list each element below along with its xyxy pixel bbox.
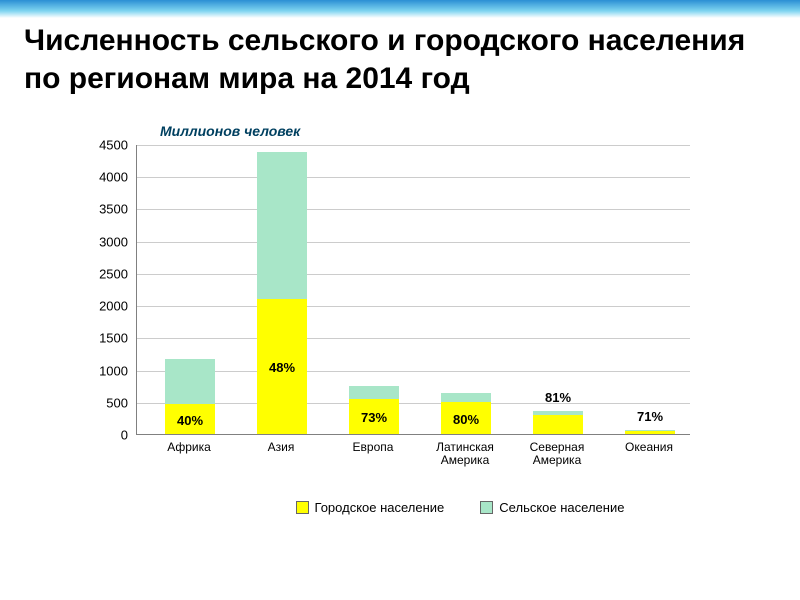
y-tick-label: 3000	[86, 234, 128, 249]
grid-line	[137, 403, 690, 404]
y-axis-title: Миллионов человек	[160, 123, 300, 139]
y-tick-label: 3500	[86, 202, 128, 217]
bar-rural	[257, 152, 307, 299]
legend-label: Городское население	[315, 500, 445, 515]
legend-swatch	[296, 501, 309, 514]
grid-line	[137, 274, 690, 275]
legend-label: Сельское население	[499, 500, 624, 515]
x-tick-label: Африка	[144, 441, 234, 454]
x-tick-label: Океания	[604, 441, 694, 454]
bar-rural	[533, 411, 583, 416]
legend-swatch	[480, 501, 493, 514]
bar-pct-label: 40%	[165, 413, 215, 428]
legend-item: Сельское население	[480, 500, 624, 515]
x-tick-label: СевернаяАмерика	[512, 441, 602, 467]
y-tick-label: 1500	[86, 331, 128, 346]
grid-line	[137, 242, 690, 243]
bar-rural	[349, 386, 399, 399]
slide-title: Численность сельского и городского насел…	[24, 22, 776, 97]
x-tick-label: ЛатинскаяАмерика	[420, 441, 510, 467]
bar-urban	[625, 431, 675, 434]
bar-pct-label: 81%	[533, 390, 583, 405]
plot-area: 05001000150020002500300035004000450040%4…	[136, 145, 690, 435]
y-tick-label: 4000	[86, 170, 128, 185]
bar-urban	[533, 415, 583, 434]
legend-item: Городское население	[296, 500, 445, 515]
grid-line	[137, 209, 690, 210]
bar-pct-label: 48%	[257, 360, 307, 375]
grid-line	[137, 371, 690, 372]
y-tick-label: 500	[86, 395, 128, 410]
bar-pct-label: 80%	[441, 412, 491, 427]
grid-line	[137, 177, 690, 178]
y-tick-label: 0	[86, 428, 128, 443]
bar-pct-label: 73%	[349, 410, 399, 425]
y-tick-label: 2500	[86, 266, 128, 281]
grid-line	[137, 338, 690, 339]
bar-rural	[165, 359, 215, 404]
x-tick-label: Европа	[328, 441, 418, 454]
y-tick-label: 4500	[86, 138, 128, 153]
header-banner	[0, 0, 800, 18]
legend: Городское население Сельское население	[180, 500, 740, 515]
population-chart: Миллионов человек 0500100015002000250030…	[90, 145, 690, 465]
bar-rural	[441, 393, 491, 401]
grid-line	[137, 306, 690, 307]
grid-line	[137, 145, 690, 146]
bar-pct-label: 71%	[625, 409, 675, 424]
y-tick-label: 1000	[86, 363, 128, 378]
x-tick-label: Азия	[236, 441, 326, 454]
y-tick-label: 2000	[86, 299, 128, 314]
bar-rural	[625, 430, 675, 431]
